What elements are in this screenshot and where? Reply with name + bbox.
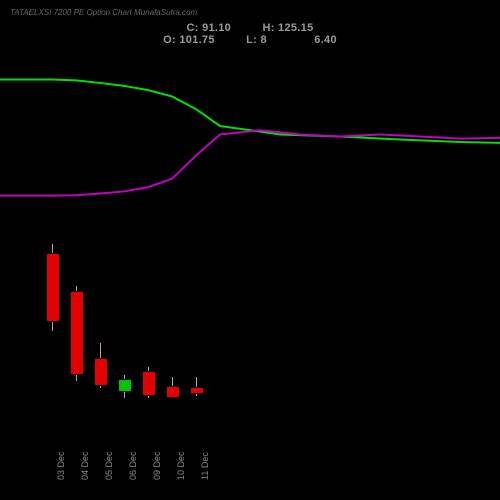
indicator-top — [0, 80, 500, 143]
candle-body — [118, 379, 132, 392]
candle-body — [142, 371, 156, 396]
chart-title: TATAELXSI 7200 PE Option Chart MunafaSut… — [10, 8, 197, 17]
x-axis-label: 04 Dec — [80, 451, 94, 480]
candle-body — [70, 291, 84, 375]
ohlc-last: 6.40 — [314, 34, 337, 46]
overlay-lines — [0, 50, 500, 500]
x-axis-label: 06 Dec — [128, 451, 142, 480]
ohlc-low: 8 — [260, 34, 266, 46]
candle-body — [94, 358, 108, 385]
x-axis-label: 10 Dec — [176, 451, 190, 480]
ohlc-close: 91.10 — [202, 22, 231, 34]
x-axis-label: 05 Dec — [104, 451, 118, 480]
ohlc-open: 101.75 — [179, 34, 214, 46]
price-chart: 03 Dec 04 Dec 05 Dec 06 Dec 09 Dec 10 Dec 11 D… — [0, 50, 500, 500]
x-axis-label: 03 Dec — [56, 451, 70, 480]
candle-body — [166, 386, 180, 399]
candle-body — [46, 253, 60, 323]
ohlc-high: 125.15 — [278, 22, 313, 34]
ohlc-readout: C: 91.10 H: 125.15 O: 101.75 L: 8 6.40 — [0, 22, 500, 46]
candle-body — [190, 387, 204, 394]
x-axis-label: 09 Dec — [152, 451, 166, 480]
x-axis-label: 11 Dec — [200, 452, 214, 480]
